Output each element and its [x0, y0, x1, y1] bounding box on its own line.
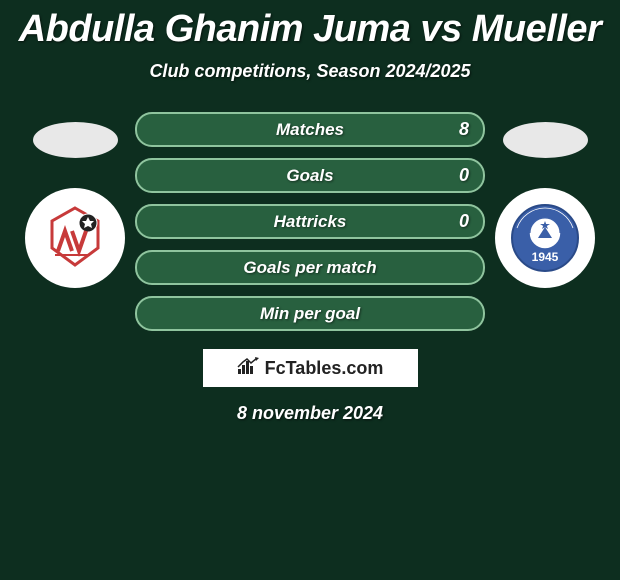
- bar-chart-icon: [237, 357, 259, 380]
- stat-right-value: 0: [459, 165, 469, 186]
- right-club-logo: 1945: [510, 203, 580, 273]
- club-year-text: 1945: [532, 250, 559, 264]
- watermark-text: FcTables.com: [265, 358, 384, 379]
- right-club-badge: 1945: [495, 188, 595, 288]
- stat-row-goals-per-match: Goals per match: [135, 250, 485, 285]
- stat-row-goals: Goals 0: [135, 158, 485, 193]
- stat-label: Matches: [276, 120, 344, 140]
- stat-label: Hattricks: [274, 212, 347, 232]
- stat-row-matches: Matches 8: [135, 112, 485, 147]
- right-player-avatar-placeholder: [503, 122, 588, 158]
- right-player-column: 1945: [485, 112, 605, 288]
- stat-right-value: 0: [459, 211, 469, 232]
- comparison-container: Matches 8 Goals 0 Hattricks 0 Goals per …: [0, 112, 620, 331]
- stat-label: Goals per match: [243, 258, 376, 278]
- page-title: Abdulla Ghanim Juma vs Mueller: [0, 0, 620, 51]
- footer-date: 8 november 2024: [0, 403, 620, 424]
- stats-column: Matches 8 Goals 0 Hattricks 0 Goals per …: [135, 112, 485, 331]
- left-club-badge: [25, 188, 125, 288]
- watermark: FcTables.com: [203, 349, 418, 387]
- stat-row-hattricks: Hattricks 0: [135, 204, 485, 239]
- stat-row-min-per-goal: Min per goal: [135, 296, 485, 331]
- stat-label: Min per goal: [260, 304, 360, 324]
- left-player-column: [15, 112, 135, 288]
- left-club-logo: [40, 203, 110, 273]
- stat-label: Goals: [286, 166, 333, 186]
- left-player-avatar-placeholder: [33, 122, 118, 158]
- stat-right-value: 8: [459, 119, 469, 140]
- page-subtitle: Club competitions, Season 2024/2025: [0, 61, 620, 82]
